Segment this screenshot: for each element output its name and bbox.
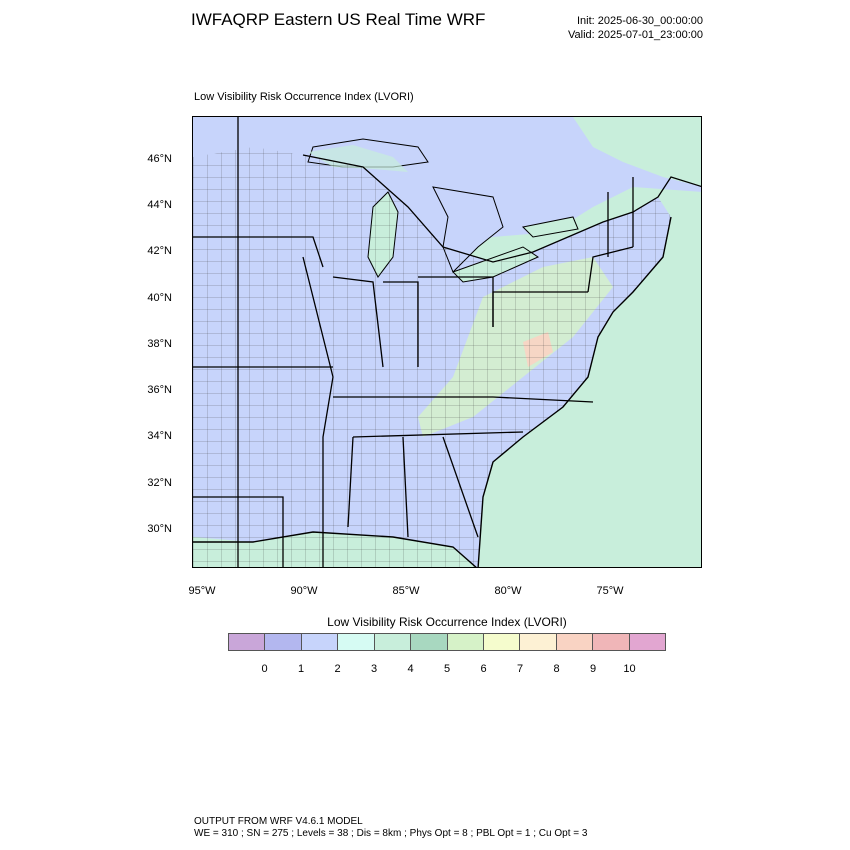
canada-border — [302, 154, 701, 263]
lat-label: 42°N — [147, 245, 172, 257]
map-panel — [192, 116, 702, 568]
lat-label: 38°N — [147, 338, 172, 350]
lon-label: 85°W — [392, 585, 420, 597]
county-lines — [193, 147, 671, 567]
colorbar-label: 10 — [623, 663, 636, 675]
plot-title: Low Visibility Risk Occurrence Index (LV… — [194, 91, 414, 103]
colorbar-swatch — [374, 634, 412, 650]
footer-line-1: OUTPUT FROM WRF V4.6.1 MODEL — [194, 816, 363, 827]
colorbar-swatch — [629, 634, 666, 650]
lat-label: 32°N — [147, 477, 172, 489]
colorbar-label: 1 — [297, 663, 305, 675]
colorbar-swatch — [411, 634, 448, 650]
quebec-patch — [573, 117, 701, 187]
lon-label: 75°W — [596, 585, 624, 597]
colorbar-label: 2 — [334, 663, 341, 675]
lat-label: 34°N — [147, 430, 172, 442]
colorbar-label: 4 — [407, 663, 414, 675]
lat-label: 44°N — [147, 199, 172, 211]
colorbar-swatch — [229, 634, 266, 650]
colorbar-swatch — [483, 634, 521, 650]
lon-label: 90°W — [290, 585, 318, 597]
atlantic-coastline — [477, 216, 672, 567]
colorbar-swatch — [556, 634, 594, 650]
map-canvas — [193, 117, 701, 567]
colorbar-label: 5 — [443, 663, 451, 675]
lon-label: 80°W — [494, 585, 522, 597]
colorbar-label: 3 — [370, 663, 378, 675]
colorbar-label: 6 — [480, 663, 487, 675]
colorbar-title: Low Visibility Risk Occurrence Index (LV… — [327, 615, 567, 629]
colorbar-label: 9 — [589, 663, 597, 675]
run-times: Init: 2025-06-30_00:00:00 Valid: 2025-07… — [568, 14, 703, 42]
main-title: IWFAQRP Eastern US Real Time WRF — [191, 10, 486, 29]
colorbar-swatch — [265, 634, 302, 650]
lat-label: 40°N — [147, 292, 172, 304]
colorbar-swatch — [520, 634, 557, 650]
colorbar-swatch — [447, 634, 484, 650]
colorbar-label: 7 — [516, 663, 524, 675]
colorbar-swatch — [593, 634, 630, 650]
colorbar-swatch — [301, 634, 339, 650]
colorbar-swatch — [338, 634, 375, 650]
model-footer: OUTPUT FROM WRF V4.6.1 MODEL WE = 310 ; … — [194, 816, 587, 840]
lat-label: 30°N — [147, 523, 172, 535]
lon-label: 95°W — [188, 585, 216, 597]
gulf-coastline — [193, 531, 477, 567]
valid-time: Valid: 2025-07-01_23:00:00 — [568, 29, 703, 41]
colorbar-label: 8 — [553, 663, 560, 675]
init-time: Init: 2025-06-30_00:00:00 — [577, 15, 703, 27]
lake-ontario — [521, 216, 579, 238]
lat-label: 46°N — [147, 153, 172, 165]
lat-label: 36°N — [147, 384, 172, 396]
footer-line-2: WE = 310 ; SN = 275 ; Levels = 38 ; Dis … — [194, 828, 588, 839]
colorbar-label: 0 — [261, 663, 268, 675]
state-boundaries — [193, 117, 634, 567]
colorbar — [228, 633, 666, 651]
